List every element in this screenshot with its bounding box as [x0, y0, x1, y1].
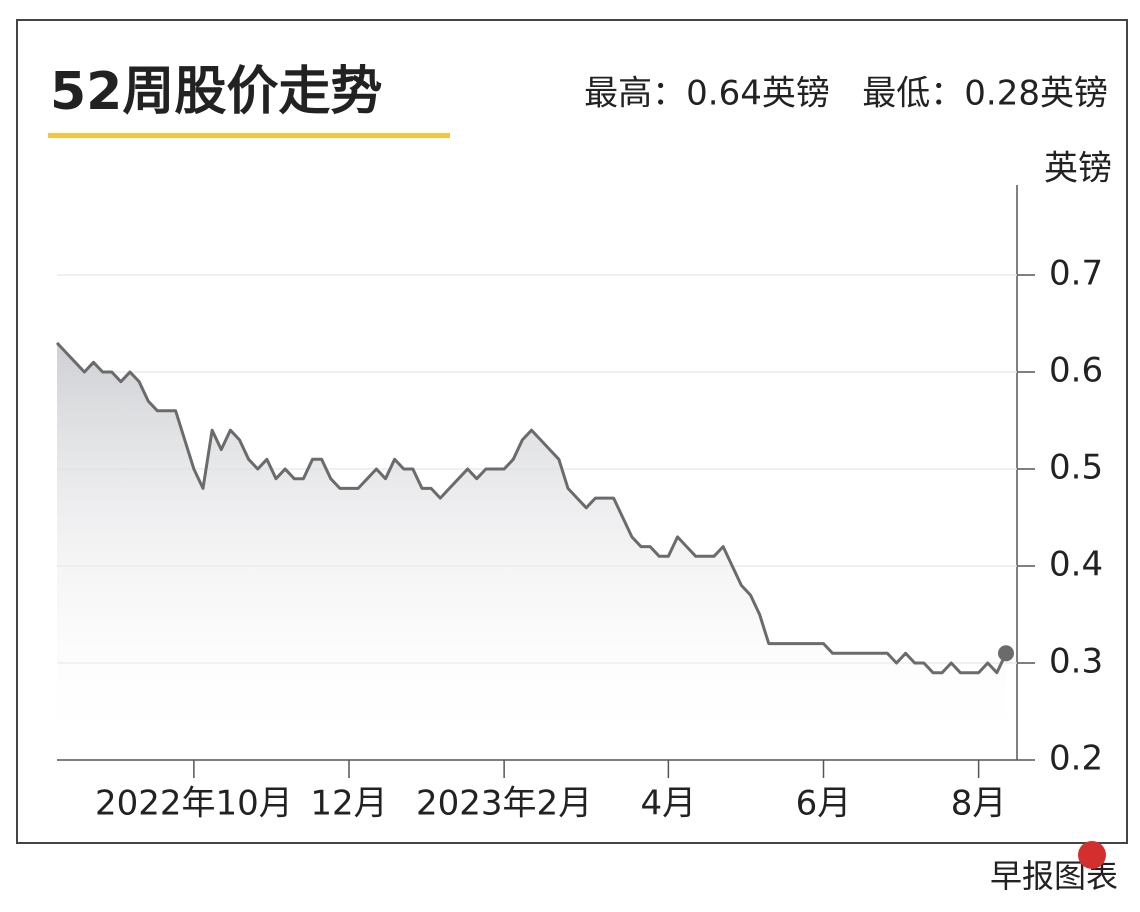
last-point — [998, 645, 1014, 662]
line — [55, 341, 1008, 675]
subtitle: 最高：0.64英镑 最低：0.28英镑 — [584, 74, 1108, 114]
x-tick-label: 6月 — [796, 784, 852, 824]
x-tick-label: 12月 — [310, 784, 387, 824]
y-tick-label: 0.2 — [1049, 739, 1103, 779]
y-tick-label: 0.3 — [1049, 642, 1103, 682]
x-tick-label: 4月 — [641, 784, 697, 824]
frame — [16, 19, 1128, 844]
y-tick-label: 0.6 — [1049, 351, 1103, 391]
x-tick-label: 8月 — [951, 784, 1007, 824]
x-tick-label: 2023年2月 — [416, 784, 592, 824]
y-axis-label: 英镑 — [1044, 149, 1112, 189]
y-tick-label: 0.7 — [1049, 254, 1103, 294]
y-tick-label: 0.5 — [1049, 448, 1103, 488]
logo — [1078, 841, 1106, 869]
y-tick-label: 0.4 — [1049, 545, 1103, 585]
x-tick-label: 2022年10月 — [95, 784, 293, 824]
title-underline — [48, 133, 450, 138]
chart-title: 52周股价走势 — [50, 62, 382, 122]
area — [57, 342, 1006, 760]
